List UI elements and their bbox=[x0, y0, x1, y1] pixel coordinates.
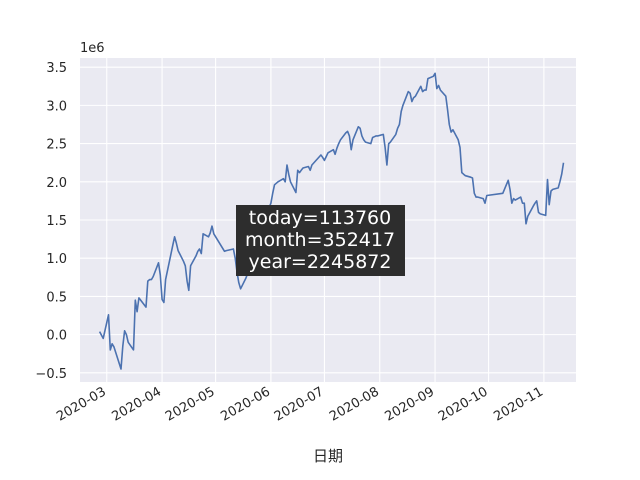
y-tick-label: 0.5 bbox=[46, 290, 67, 305]
annotation-today: today=113760 bbox=[249, 207, 391, 229]
y-tick-label: 1.0 bbox=[46, 252, 67, 267]
y-axis-ticks: −0.5 0.0 0.5 1.0 1.5 2.0 2.5 3.0 3.5 bbox=[35, 61, 67, 382]
x-tick-label: 2020-09 bbox=[383, 384, 438, 424]
x-tick-label: 2020-08 bbox=[327, 384, 382, 424]
x-tick-label: 2020-03 bbox=[54, 384, 109, 424]
y-tick-label: 1.5 bbox=[46, 214, 67, 229]
y-offset-label: 1e6 bbox=[80, 41, 105, 56]
y-tick-label: −0.5 bbox=[35, 367, 67, 382]
y-tick-label: 2.0 bbox=[46, 176, 67, 191]
annotation-month: month=352417 bbox=[245, 229, 395, 251]
x-axis-label: 日期 bbox=[313, 447, 343, 465]
annotation-year: year=2245872 bbox=[249, 251, 392, 273]
y-tick-label: 3.0 bbox=[46, 99, 67, 114]
x-tick-label: 2020-11 bbox=[491, 384, 546, 424]
x-tick-label: 2020-07 bbox=[272, 384, 327, 424]
x-tick-label: 2020-05 bbox=[163, 384, 218, 424]
annotation-box: today=113760 month=352417 year=2245872 bbox=[236, 205, 405, 276]
series-lines bbox=[98, 72, 565, 370]
x-tick-label: 2020-04 bbox=[110, 384, 165, 424]
annotation-background bbox=[236, 205, 405, 276]
x-tick-label: 2020-10 bbox=[436, 384, 491, 424]
x-tick-label: 2020-06 bbox=[218, 384, 273, 424]
y-tick-label: 2.5 bbox=[46, 138, 67, 153]
y-tick-label: 0.0 bbox=[46, 329, 67, 344]
y-tick-label: 3.5 bbox=[46, 61, 67, 76]
series-line bbox=[98, 72, 565, 370]
